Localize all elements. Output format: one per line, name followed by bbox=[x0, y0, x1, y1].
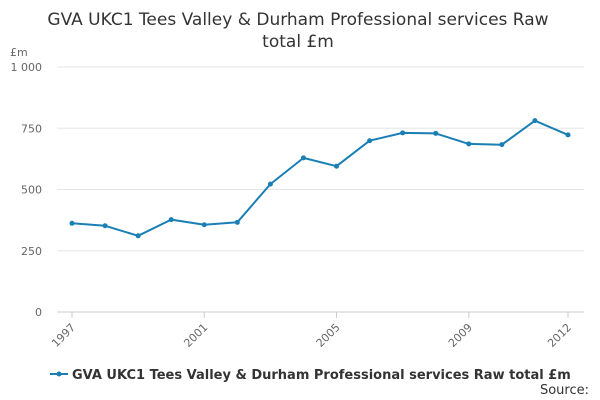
data-point-2004 bbox=[300, 155, 306, 161]
y-tick-label-500: 500 bbox=[21, 184, 42, 197]
source-label: Source: bbox=[540, 383, 589, 398]
data-point-2008 bbox=[433, 130, 439, 136]
data-point-2009 bbox=[466, 141, 472, 147]
data-point-2003 bbox=[267, 181, 273, 187]
x-tick-label-2005: 2005 bbox=[314, 321, 343, 350]
data-point-2000 bbox=[168, 217, 174, 223]
data-point-2010 bbox=[499, 142, 505, 148]
legend-marker-swatch bbox=[56, 371, 62, 377]
data-point-1998 bbox=[102, 223, 108, 229]
data-point-1997 bbox=[69, 220, 75, 226]
x-tick-label-2001: 2001 bbox=[181, 321, 210, 350]
data-point-2005 bbox=[334, 163, 340, 169]
data-point-2002 bbox=[234, 219, 240, 225]
x-axis: 1997 2001 2005 2009 2012 bbox=[49, 312, 574, 350]
x-tick-label-2012: 2012 bbox=[545, 321, 574, 350]
data-point-2006 bbox=[367, 138, 373, 144]
series-line-0 bbox=[71, 119, 569, 237]
data-point-2012 bbox=[565, 132, 571, 138]
series-layer bbox=[69, 118, 571, 239]
gridlines bbox=[57, 66, 584, 313]
x-tick-label-1997: 1997 bbox=[49, 321, 78, 350]
data-point-1999 bbox=[135, 233, 141, 239]
data-point-2007 bbox=[400, 130, 406, 136]
data-point-2001 bbox=[201, 222, 207, 228]
legend: GVA UKC1 Tees Valley & Durham Profession… bbox=[50, 368, 571, 383]
chart-title-line-2: total £m bbox=[262, 32, 334, 52]
y-tick-labels: 0 250 500 750 1 000 bbox=[11, 61, 43, 319]
y-tick-label-1000: 1 000 bbox=[11, 61, 43, 74]
y-tick-label-750: 750 bbox=[21, 122, 42, 135]
legend-label: GVA UKC1 Tees Valley & Durham Profession… bbox=[72, 368, 571, 383]
y-axis-label: £m bbox=[10, 46, 28, 59]
data-point-2011 bbox=[532, 118, 538, 124]
x-tick-label-2009: 2009 bbox=[446, 321, 475, 350]
y-tick-label-250: 250 bbox=[21, 245, 42, 258]
y-tick-label-0: 0 bbox=[35, 306, 42, 319]
chart-title-line-1: GVA UKC1 Tees Valley & Durham Profession… bbox=[47, 10, 548, 30]
